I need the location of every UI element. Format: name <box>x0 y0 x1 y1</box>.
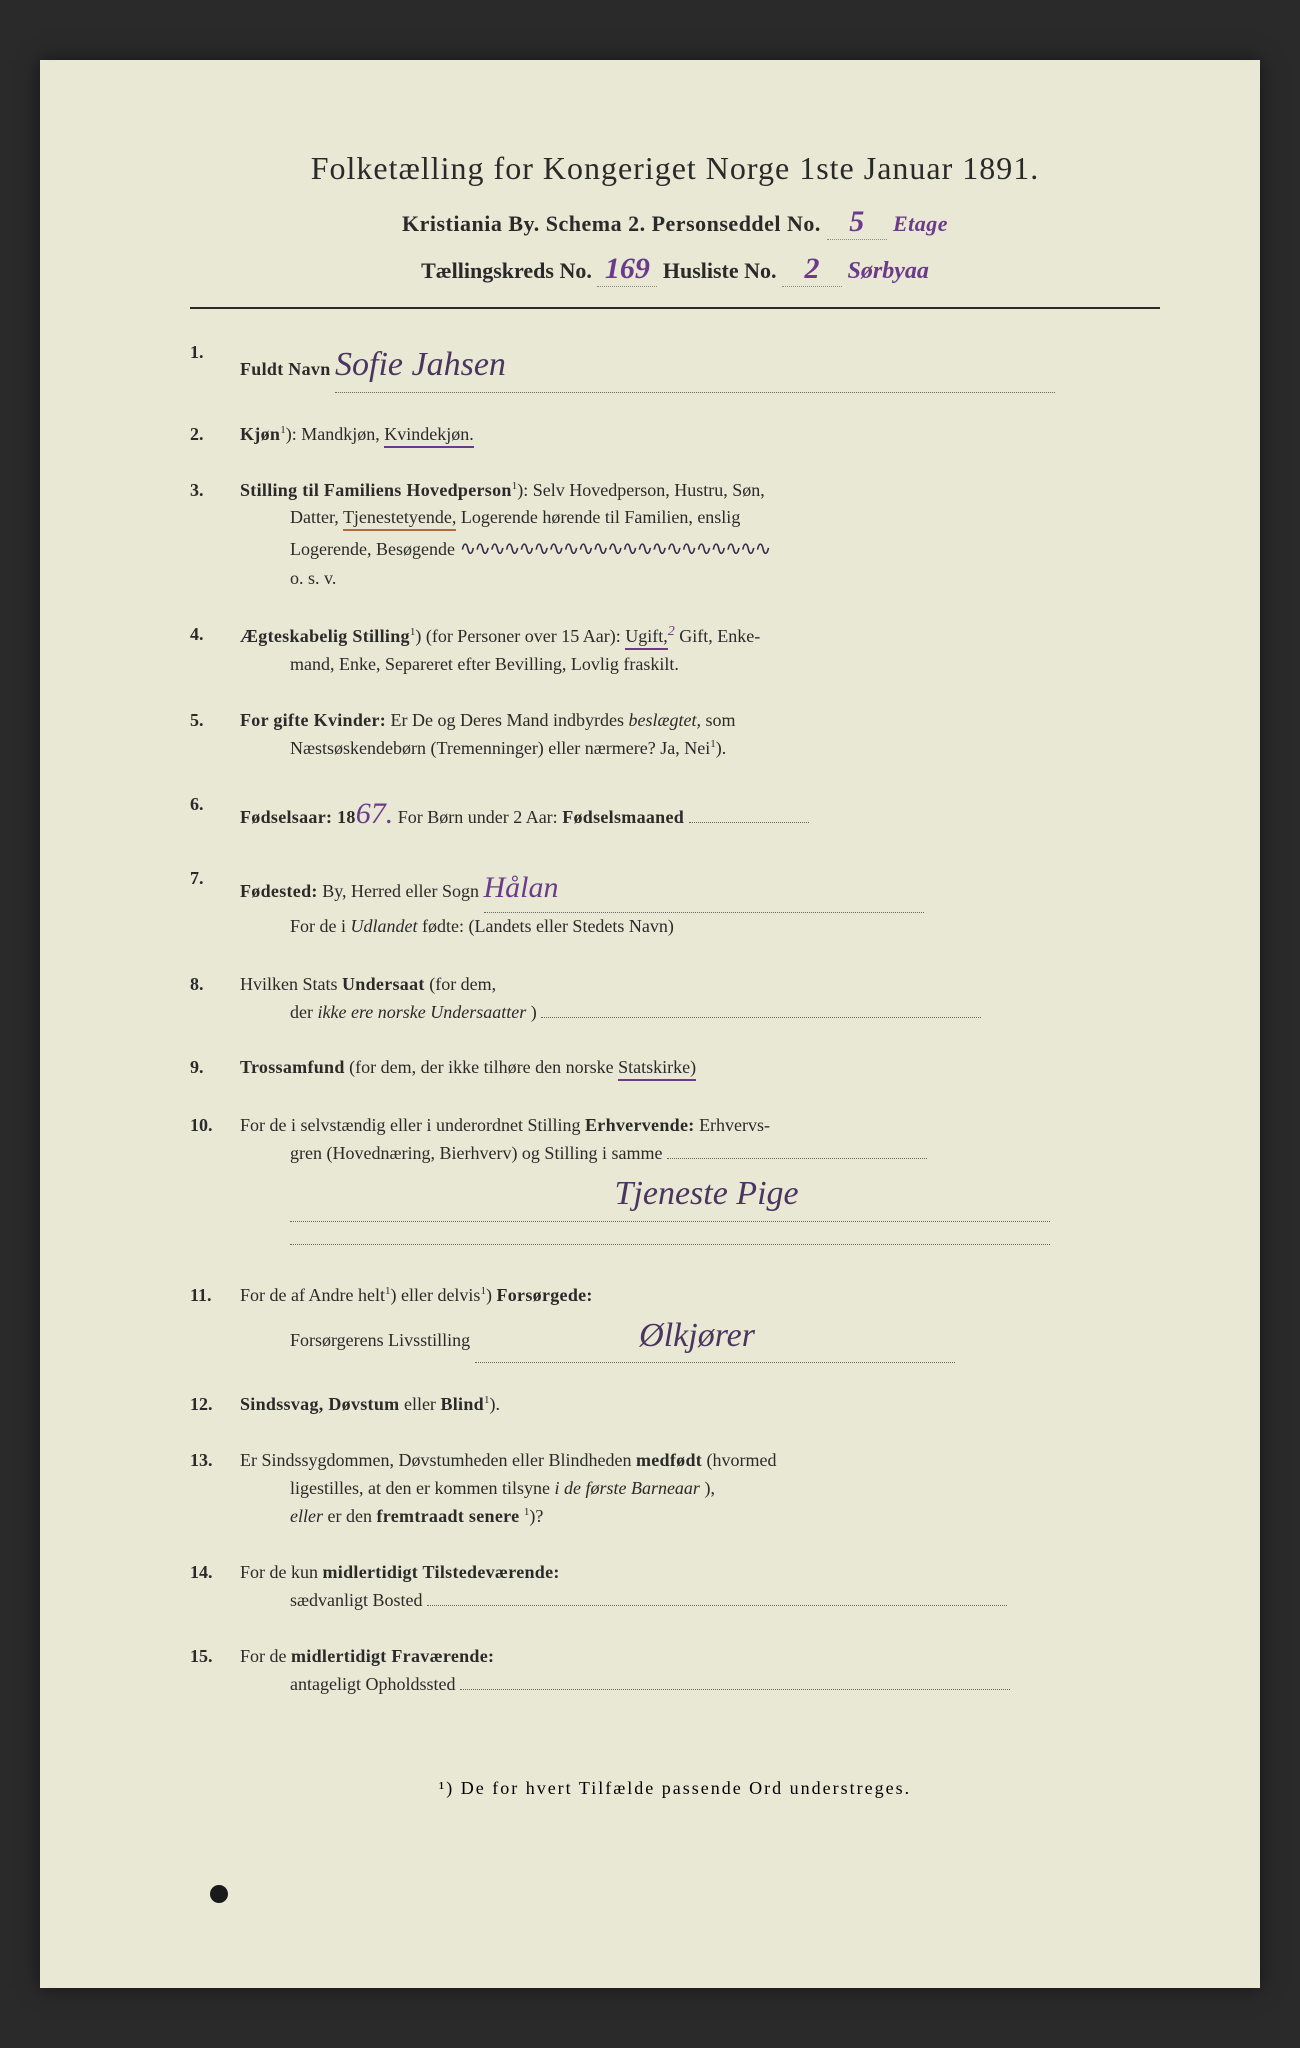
form-title: Folketælling for Kongeriget Norge 1ste J… <box>190 150 1160 187</box>
religion-selected: Statskirke) <box>618 1057 696 1081</box>
item-12-disability: 12. Sindssvag, Døvstum eller Blind1). <box>190 1391 1160 1419</box>
item-3-position: 3. Stilling til Familiens Hovedperson1):… <box>190 477 1160 594</box>
husliste-no: 2 <box>782 252 842 287</box>
form-items: 1. Fuldt Navn Sofie Jahsen 2. Kjøn1): Ma… <box>190 339 1160 1698</box>
full-name-value: Sofie Jahsen <box>335 346 506 383</box>
item-5-married-women: 5. For gifte Kvinder: Er De og Deres Man… <box>190 707 1160 763</box>
sex-selected: Kvindekjøn. <box>384 424 474 448</box>
census-form: Folketælling for Kongeriget Norge 1ste J… <box>40 60 1260 1988</box>
item-15-temp-absent: 15. For de midlertidigt Fraværende: anta… <box>190 1643 1160 1699</box>
kreds-no: 169 <box>597 252 657 287</box>
birthplace-value: Hålan <box>484 871 559 904</box>
item-14-temp-present: 14. For de kun midlertidigt Tilstedevære… <box>190 1559 1160 1615</box>
item-8-subject: 8. Hvilken Stats Undersaat (for dem, der… <box>190 971 1160 1027</box>
occupation-value: Tjeneste Pige <box>615 1175 799 1212</box>
position-selected: Tjenestetyende, <box>343 507 456 531</box>
item-4-marital: 4. Ægteskabelig Stilling1) (for Personer… <box>190 621 1160 679</box>
item-6-birthyear: 6. Fødselsaar: 1867. For Børn under 2 Aa… <box>190 791 1160 838</box>
item-1-name: 1. Fuldt Navn Sofie Jahsen <box>190 339 1160 393</box>
etage-note: Etage <box>893 211 948 236</box>
birthyear-value: 67. <box>356 797 394 830</box>
personseddel-no: 5 <box>827 205 887 240</box>
item-13-congenital: 13. Er Sindssygdommen, Døvstumheden elle… <box>190 1447 1160 1531</box>
page-background: Folketælling for Kongeriget Norge 1ste J… <box>0 0 1300 2048</box>
footnote: ¹) De for hvert Tilfælde passende Ord un… <box>190 1778 1160 1799</box>
item-9-religion: 9. Trossamfund (for dem, der ikke tilhør… <box>190 1054 1160 1082</box>
item-10-occupation: 10. For de i selvstændig eller i underor… <box>190 1112 1160 1253</box>
husliste-suffix: Sørbyaa <box>848 258 929 284</box>
squiggle-mark: ∿∿∿∿∿∿∿∿∿∿∿∿∿∿∿∿∿∿∿∿∿ <box>459 538 769 560</box>
marital-selected: Ugift, <box>625 626 668 650</box>
form-subtitle-2: Tællingskreds No. 169 Husliste No. 2 Sør… <box>190 252 1160 287</box>
supporter-occupation: Ølkjører <box>639 1317 755 1354</box>
item-11-supported: 11. For de af Andre helt1) eller delvis1… <box>190 1282 1160 1364</box>
header-divider <box>190 307 1160 309</box>
ink-blot <box>210 1885 228 1903</box>
form-subtitle-1: Kristiania By. Schema 2. Personseddel No… <box>190 205 1160 240</box>
form-header: Folketælling for Kongeriget Norge 1ste J… <box>190 150 1160 287</box>
item-2-sex: 2. Kjøn1): Mandkjøn, Kvindekjøn. <box>190 421 1160 449</box>
item-7-birthplace: 7. Fødested: By, Herred eller Sogn Hålan… <box>190 865 1160 940</box>
